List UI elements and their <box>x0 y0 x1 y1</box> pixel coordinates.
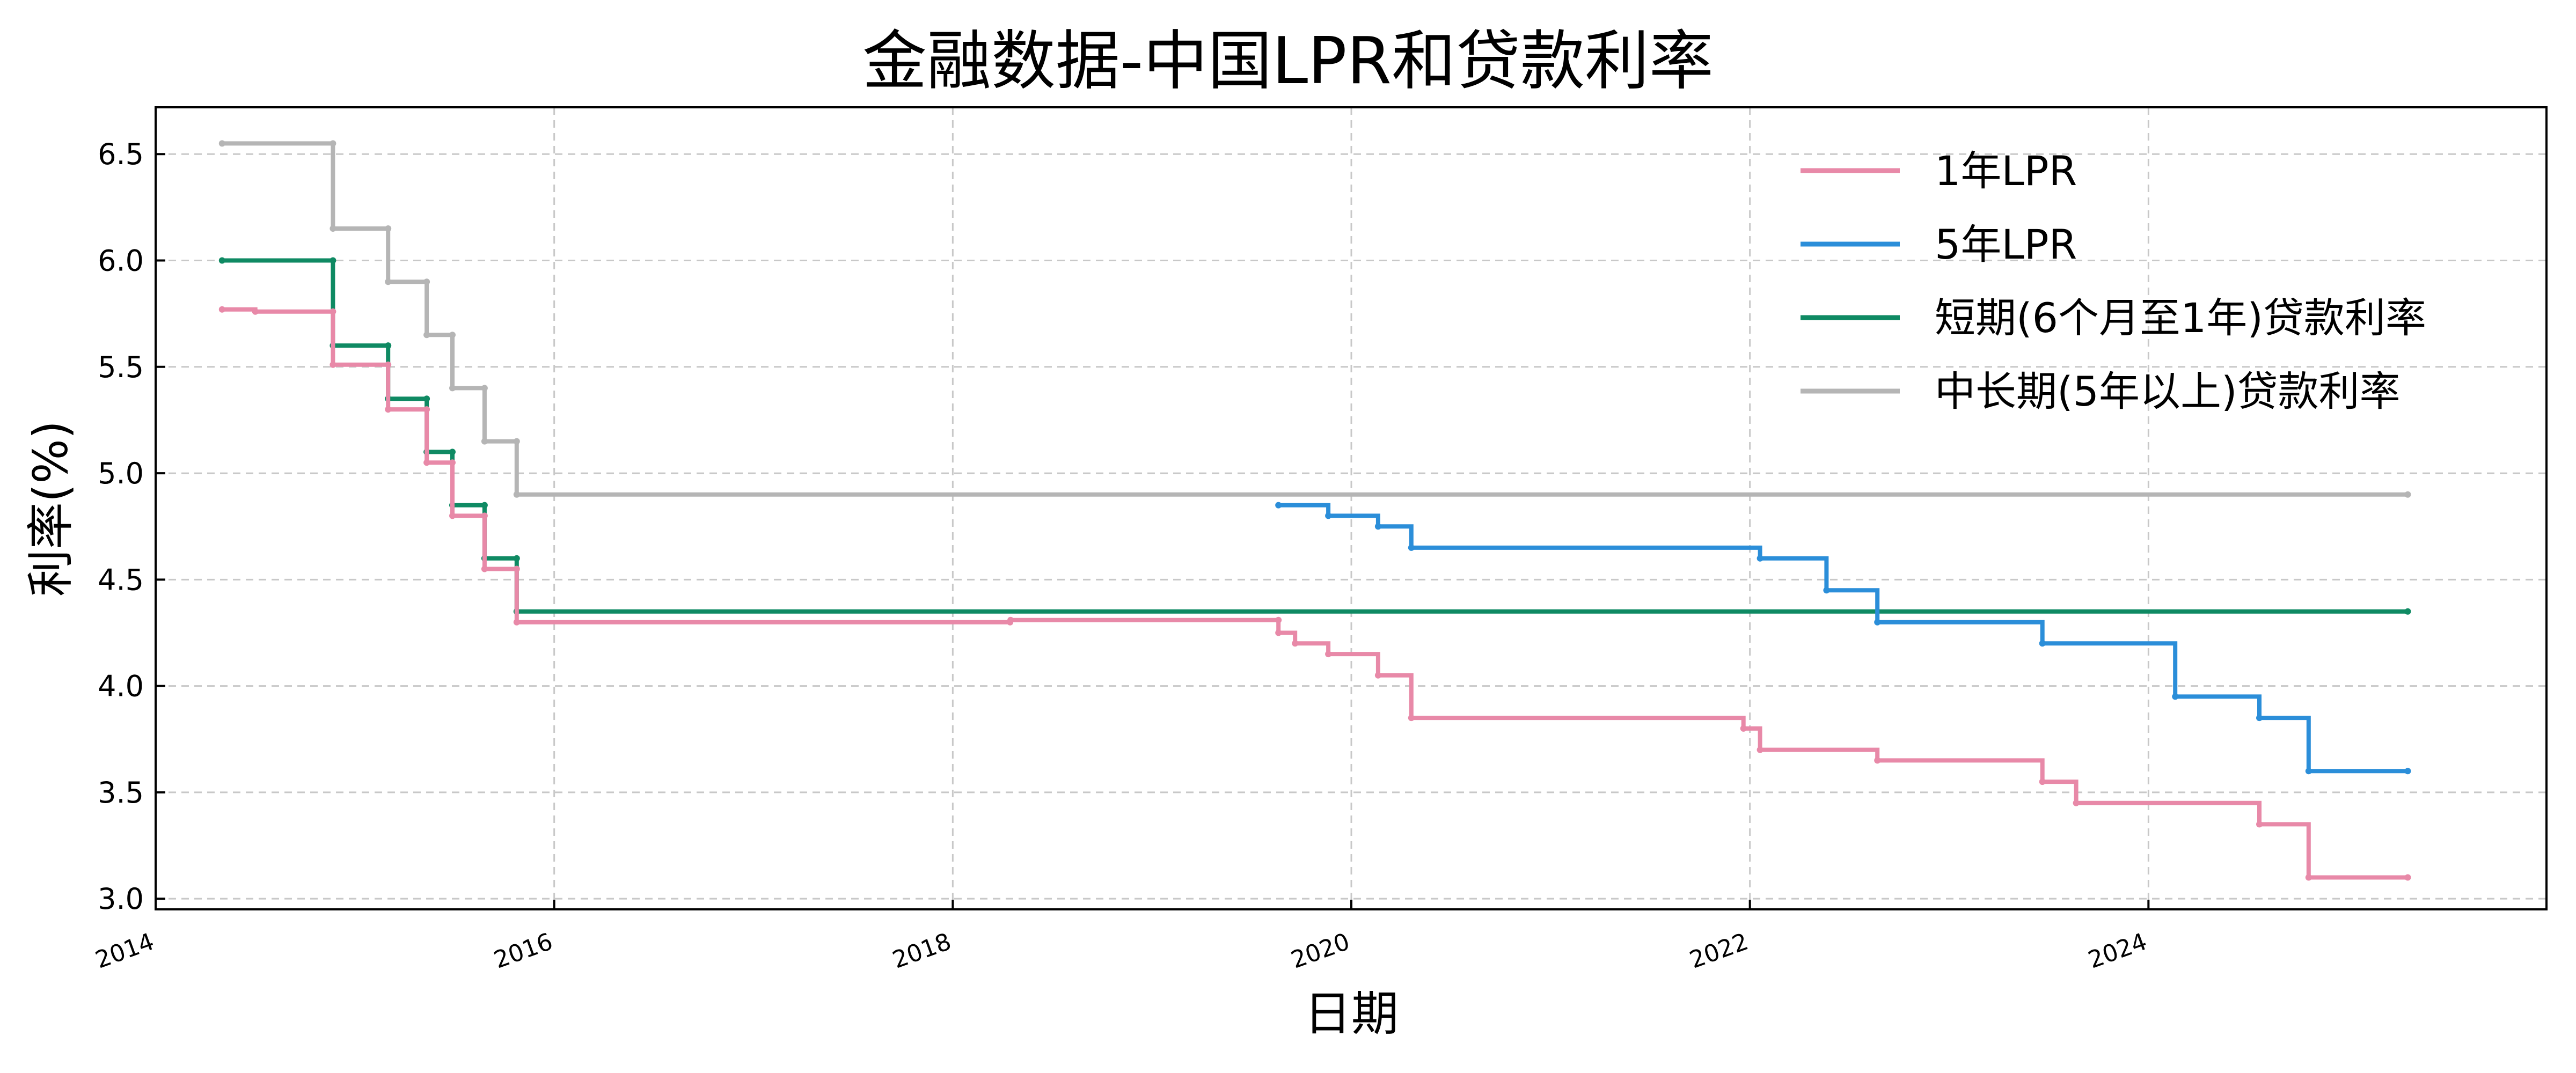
legend-item-long-term-rate: 中长期(5年以上)贷款利率 <box>1801 368 2401 415</box>
data-point <box>2305 768 2312 775</box>
legend-label-5y-lpr: 5年LPR <box>1935 221 2077 268</box>
data-point <box>1275 502 1282 509</box>
series-line <box>1278 503 2408 774</box>
data-point <box>385 342 392 349</box>
data-point <box>1325 651 1332 658</box>
y-tick-label: 4.0 <box>98 670 144 703</box>
data-point <box>423 395 430 402</box>
data-point <box>1292 640 1299 647</box>
data-point <box>449 512 456 519</box>
data-point <box>481 512 488 519</box>
data-point <box>2039 640 2046 647</box>
data-point <box>1374 672 1381 679</box>
data-point <box>481 438 488 445</box>
data-point <box>423 459 430 466</box>
data-point <box>449 332 456 339</box>
data-point <box>252 308 259 315</box>
data-point <box>330 361 336 368</box>
data-point <box>513 565 520 572</box>
y-tick-label: 6.5 <box>98 137 144 171</box>
legend-label-short-term-rate: 短期(6个月至1年)贷款利率 <box>1935 294 2426 342</box>
data-point <box>449 385 456 392</box>
y-tick-label: 5.0 <box>98 457 144 490</box>
series-line <box>222 258 2408 614</box>
data-point <box>423 406 430 413</box>
data-point <box>423 278 430 285</box>
data-point <box>423 332 430 339</box>
data-point <box>513 619 520 626</box>
data-point <box>2305 874 2312 881</box>
y-tick-label: 4.5 <box>98 563 144 597</box>
y-tick-label: 6.0 <box>98 244 144 278</box>
data-point <box>513 438 520 445</box>
data-point <box>1757 746 1763 753</box>
data-point <box>385 225 392 232</box>
data-point <box>330 308 336 315</box>
legend-item-1y-lpr: 1年LPR <box>1801 147 2077 195</box>
data-point <box>481 502 488 509</box>
data-point <box>385 406 392 413</box>
data-point <box>2404 608 2411 615</box>
data-point <box>481 565 488 572</box>
y-tick-label: 5.5 <box>98 350 144 384</box>
legend-label-long-term-rate: 中长期(5年以上)贷款利率 <box>1935 368 2401 415</box>
y-axis-label: 利率(%) <box>23 421 78 597</box>
data-point <box>2256 821 2263 828</box>
data-point <box>449 459 456 466</box>
data-point <box>513 555 520 562</box>
data-point <box>2172 693 2179 700</box>
data-point <box>1757 555 1763 562</box>
data-point <box>1740 725 1747 732</box>
legend-item-5y-lpr: 5年LPR <box>1801 221 2077 268</box>
x-axis-label: 日期 <box>1304 986 1399 1041</box>
data-point <box>2404 491 2411 498</box>
data-point <box>1325 512 1332 519</box>
y-tick-label: 3.5 <box>98 776 144 810</box>
data-point <box>330 257 336 264</box>
data-point <box>385 278 392 285</box>
data-point <box>449 449 456 455</box>
data-point <box>330 140 336 147</box>
data-point <box>2073 799 2080 806</box>
series-line <box>222 141 2408 497</box>
legend: 1年LPR 5年LPR 短期(6个月至1年)贷款利率 中长期(5年以上)贷款利率 <box>1801 147 2426 415</box>
y-tick-label: 3.0 <box>98 882 144 916</box>
data-point <box>1275 629 1282 636</box>
data-point <box>2404 768 2411 775</box>
data-point <box>2039 778 2046 785</box>
data-point <box>1823 587 1830 594</box>
data-point <box>1275 616 1282 623</box>
data-point <box>1374 523 1381 530</box>
data-point <box>218 306 225 313</box>
data-point <box>1007 616 1014 623</box>
data-point <box>513 491 520 498</box>
chart-title: 金融数据-中国LPR和贷款利率 <box>862 24 1714 99</box>
data-point <box>1408 715 1415 722</box>
legend-label-1y-lpr: 1年LPR <box>1935 147 2077 195</box>
data-point <box>1874 757 1881 764</box>
data-point <box>2404 874 2411 881</box>
data-point <box>218 257 225 264</box>
data-point <box>385 361 392 368</box>
data-point <box>481 385 488 392</box>
data-point <box>1874 619 1881 626</box>
data-point <box>218 140 225 147</box>
series-lines <box>218 140 2411 881</box>
data-point <box>1408 544 1415 551</box>
legend-item-short-term-rate: 短期(6个月至1年)贷款利率 <box>1801 294 2426 342</box>
data-point <box>330 225 336 232</box>
data-point <box>2256 715 2263 722</box>
